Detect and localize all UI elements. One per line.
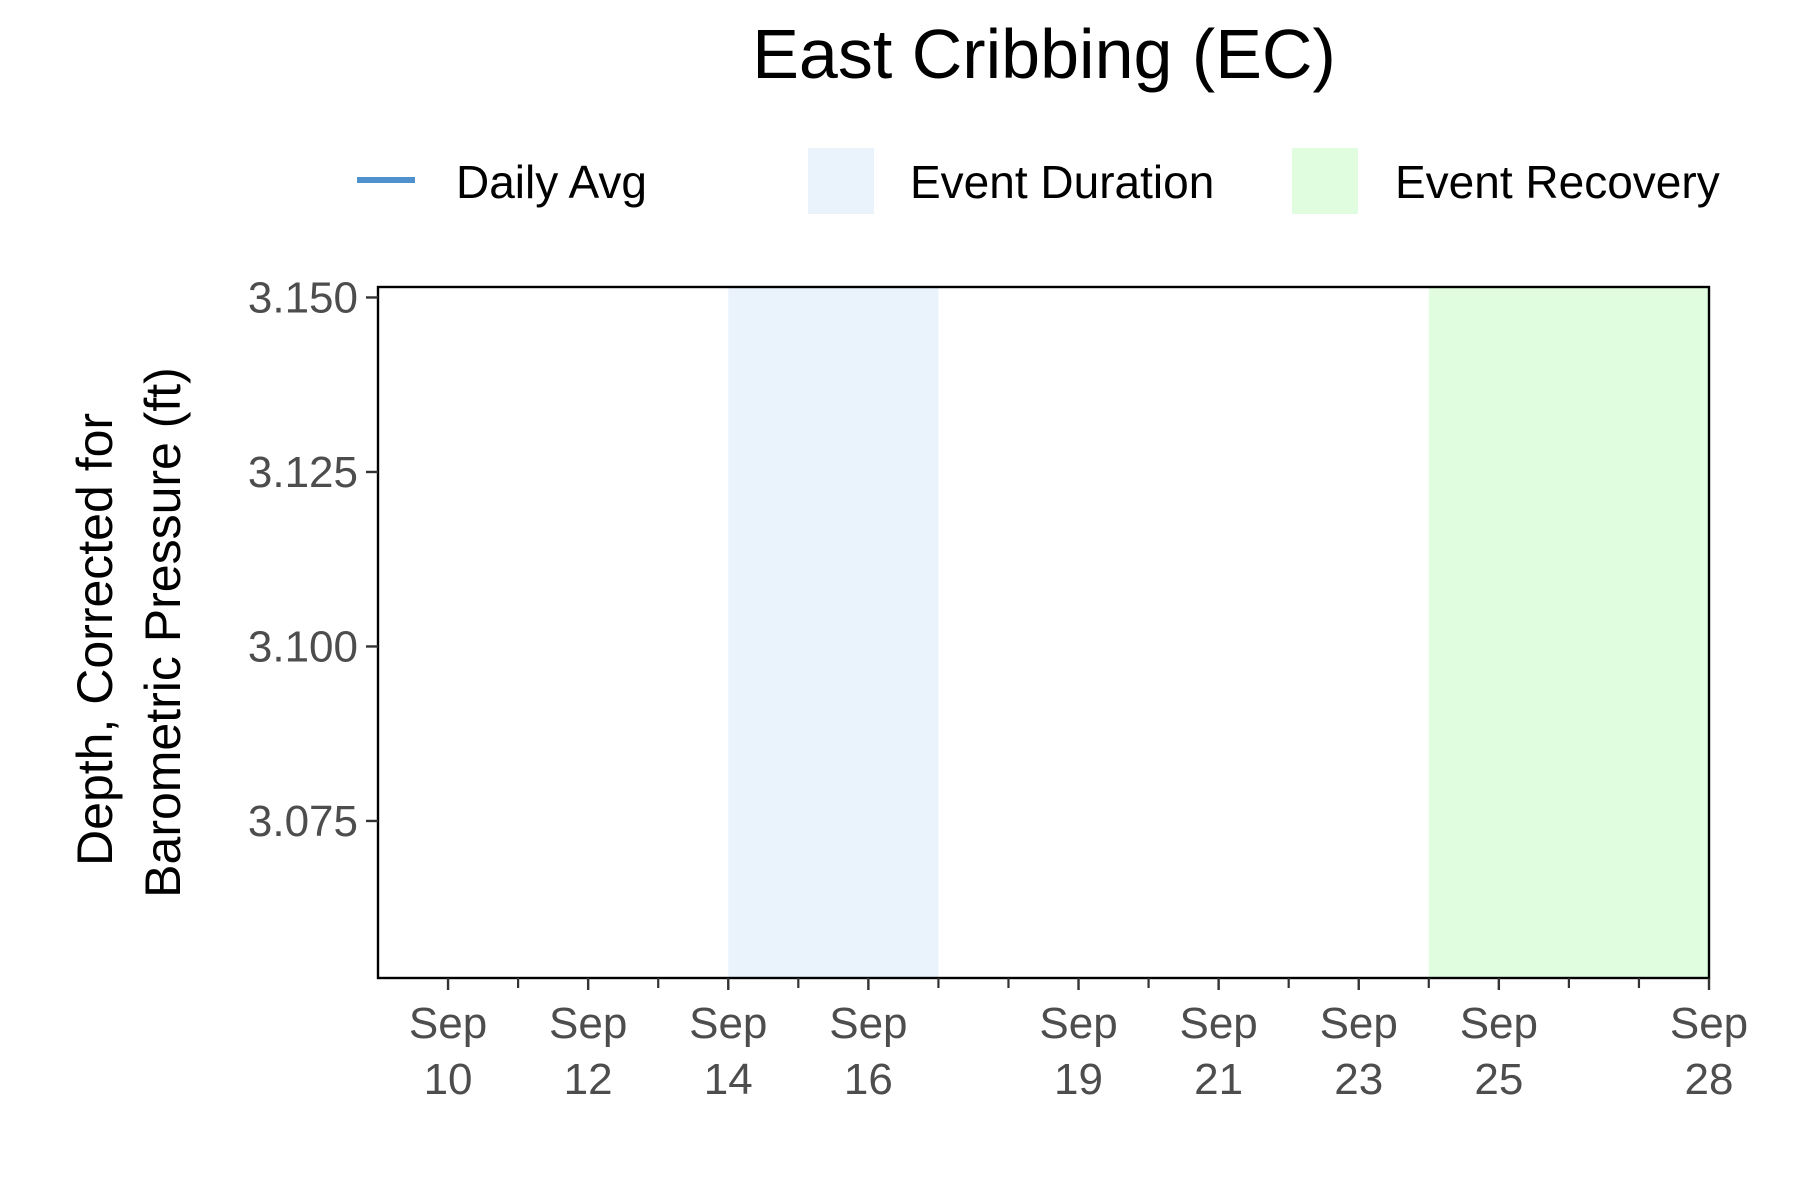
x-tick-label-month: Sep [409, 999, 487, 1048]
x-tick-label-month: Sep [1039, 999, 1117, 1048]
legend-key-daily-avg [357, 177, 415, 183]
x-tick-label-month: Sep [549, 999, 627, 1048]
x-tick-label: Sep 28 [1670, 999, 1748, 1104]
y-axis: 3.075 3.100 3.125 3.150 [248, 273, 378, 846]
legend-label-event-recovery: Event Recovery [1395, 156, 1720, 208]
legend-key-event-recovery [1292, 148, 1358, 214]
x-axis: Sep 10 Sep 12 Sep 14 Sep 16 Sep 19 Sep 21 Sep 23 Sep 25… [409, 978, 1748, 1104]
y-axis-title-line-1: Depth, Corrected for [67, 413, 123, 866]
x-tick-label-day: 25 [1474, 1055, 1523, 1104]
x-tick-label-month: Sep [829, 999, 907, 1048]
y-tick-label: 3.125 [248, 448, 358, 497]
shaded-regions [728, 287, 1709, 978]
x-tick-label-month: Sep [1179, 999, 1257, 1048]
y-tick-label: 3.150 [248, 273, 358, 322]
x-tick-label: Sep 10 [409, 999, 487, 1104]
legend-label-event-duration: Event Duration [910, 156, 1214, 208]
x-tick-label: Sep 16 [829, 999, 907, 1104]
x-tick-label-day: 14 [704, 1055, 753, 1104]
shaded-region-event-duration [728, 287, 939, 978]
x-tick-label-day: 21 [1194, 1055, 1243, 1104]
legend-label-daily-avg: Daily Avg [456, 156, 647, 208]
x-tick-label-day: 19 [1054, 1055, 1103, 1104]
y-axis-title-line-2: Barometric Pressure (ft) [135, 367, 191, 898]
x-tick-label-day: 16 [844, 1055, 893, 1104]
x-tick-label-month: Sep [1320, 999, 1398, 1048]
y-tick-label: 3.100 [248, 622, 358, 671]
x-tick-label-day: 12 [564, 1055, 613, 1104]
x-tick-label: Sep 19 [1039, 999, 1117, 1104]
x-tick-label-day: 28 [1685, 1055, 1734, 1104]
plot-panel-border [376, 285, 1711, 980]
shaded-region-event-recovery [1428, 287, 1709, 978]
y-tick-label: 3.075 [248, 797, 358, 846]
x-tick-label: Sep 12 [549, 999, 627, 1104]
x-tick-label: Sep 23 [1320, 999, 1398, 1104]
chart-title: East Cribbing (EC) [752, 15, 1336, 93]
x-tick-label-month: Sep [1670, 999, 1748, 1048]
x-tick-label: Sep 14 [689, 999, 767, 1104]
x-tick-label-day: 23 [1334, 1055, 1383, 1104]
x-tick-label-day: 10 [424, 1055, 473, 1104]
x-tick-label-month: Sep [1460, 999, 1538, 1048]
legend-key-event-duration [808, 148, 874, 214]
x-tick-label: Sep 21 [1179, 999, 1257, 1104]
x-tick-label: Sep 25 [1460, 999, 1538, 1104]
y-axis-title: Depth, Corrected for Barometric Pressure… [67, 367, 191, 898]
x-tick-label-month: Sep [689, 999, 767, 1048]
legend: Daily Avg Event Duration Event Recovery [357, 148, 1720, 214]
